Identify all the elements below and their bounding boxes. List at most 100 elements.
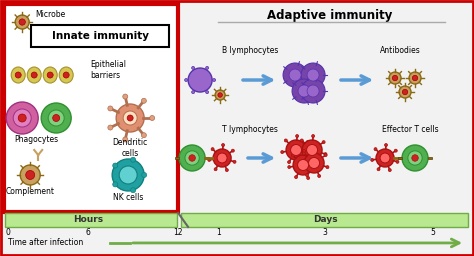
Text: Effector T cells: Effector T cells: [382, 125, 438, 134]
Circle shape: [19, 19, 25, 25]
Circle shape: [300, 162, 303, 165]
Circle shape: [371, 158, 374, 162]
Circle shape: [301, 79, 325, 103]
Circle shape: [108, 125, 113, 130]
Text: Hours: Hours: [73, 216, 103, 225]
Circle shape: [306, 141, 309, 144]
Text: Microbe: Microbe: [35, 9, 65, 18]
Circle shape: [299, 164, 302, 167]
Circle shape: [141, 98, 146, 103]
Circle shape: [308, 153, 311, 156]
Circle shape: [288, 166, 291, 168]
Circle shape: [289, 69, 301, 81]
Circle shape: [322, 141, 325, 144]
Text: Innate immunity: Innate immunity: [52, 31, 149, 41]
FancyBboxPatch shape: [205, 157, 209, 159]
Circle shape: [318, 175, 321, 177]
Circle shape: [314, 147, 317, 151]
Circle shape: [26, 170, 35, 179]
Circle shape: [119, 166, 137, 184]
Text: 5: 5: [430, 228, 436, 238]
FancyBboxPatch shape: [181, 213, 468, 227]
Circle shape: [233, 160, 236, 163]
Circle shape: [288, 161, 291, 164]
Circle shape: [292, 154, 294, 157]
Circle shape: [208, 158, 211, 162]
Circle shape: [63, 72, 69, 78]
Circle shape: [408, 151, 422, 165]
Ellipse shape: [43, 67, 57, 83]
Circle shape: [15, 72, 21, 78]
Circle shape: [211, 148, 214, 151]
Text: 0: 0: [6, 228, 10, 238]
Circle shape: [412, 155, 418, 161]
Circle shape: [315, 168, 318, 170]
Circle shape: [298, 159, 309, 170]
Circle shape: [412, 75, 418, 81]
Circle shape: [301, 139, 303, 142]
Circle shape: [6, 102, 38, 134]
Circle shape: [307, 177, 310, 179]
Circle shape: [326, 166, 329, 169]
Circle shape: [293, 155, 313, 175]
Circle shape: [284, 139, 287, 142]
Circle shape: [402, 89, 408, 95]
Circle shape: [301, 63, 325, 87]
Circle shape: [123, 94, 128, 99]
Circle shape: [402, 145, 428, 171]
FancyBboxPatch shape: [31, 25, 169, 47]
Circle shape: [304, 153, 324, 173]
Circle shape: [41, 103, 71, 133]
Circle shape: [123, 137, 128, 142]
Circle shape: [306, 174, 309, 177]
Circle shape: [294, 176, 298, 179]
Circle shape: [307, 144, 318, 155]
Circle shape: [48, 110, 64, 126]
Circle shape: [191, 66, 195, 69]
FancyBboxPatch shape: [4, 4, 178, 212]
Circle shape: [225, 169, 228, 172]
Circle shape: [286, 140, 306, 160]
Text: 12: 12: [173, 228, 183, 238]
Text: Time after infection: Time after infection: [8, 238, 83, 248]
Circle shape: [189, 155, 195, 161]
Circle shape: [399, 86, 411, 98]
Ellipse shape: [59, 67, 73, 83]
Circle shape: [206, 66, 209, 69]
Circle shape: [309, 157, 319, 168]
Text: Complement: Complement: [6, 187, 55, 196]
Circle shape: [131, 188, 136, 193]
Text: T lymphocytes: T lymphocytes: [222, 125, 278, 134]
Circle shape: [324, 153, 327, 156]
Circle shape: [116, 104, 144, 132]
Circle shape: [302, 152, 305, 155]
FancyBboxPatch shape: [428, 157, 432, 159]
Circle shape: [380, 153, 390, 163]
Circle shape: [292, 79, 316, 103]
Text: NK cells: NK cells: [113, 194, 143, 202]
Circle shape: [222, 144, 225, 146]
Text: Phagocytes: Phagocytes: [14, 135, 58, 144]
Circle shape: [384, 144, 388, 146]
Circle shape: [313, 156, 316, 159]
Text: 1: 1: [216, 228, 220, 238]
Circle shape: [377, 168, 380, 171]
Circle shape: [389, 72, 401, 84]
Circle shape: [214, 168, 217, 171]
Circle shape: [213, 79, 216, 81]
FancyBboxPatch shape: [175, 157, 179, 159]
Circle shape: [185, 151, 199, 165]
FancyBboxPatch shape: [398, 157, 402, 159]
Circle shape: [217, 153, 227, 163]
Ellipse shape: [27, 67, 41, 83]
Circle shape: [296, 135, 299, 137]
Circle shape: [302, 140, 322, 160]
Circle shape: [108, 106, 113, 111]
Circle shape: [112, 159, 144, 191]
Text: B lymphocytes: B lymphocytes: [222, 46, 279, 55]
Text: Antibodies: Antibodies: [380, 46, 420, 55]
FancyBboxPatch shape: [5, 213, 177, 227]
Circle shape: [324, 154, 327, 157]
Circle shape: [215, 90, 225, 100]
Circle shape: [307, 85, 319, 97]
